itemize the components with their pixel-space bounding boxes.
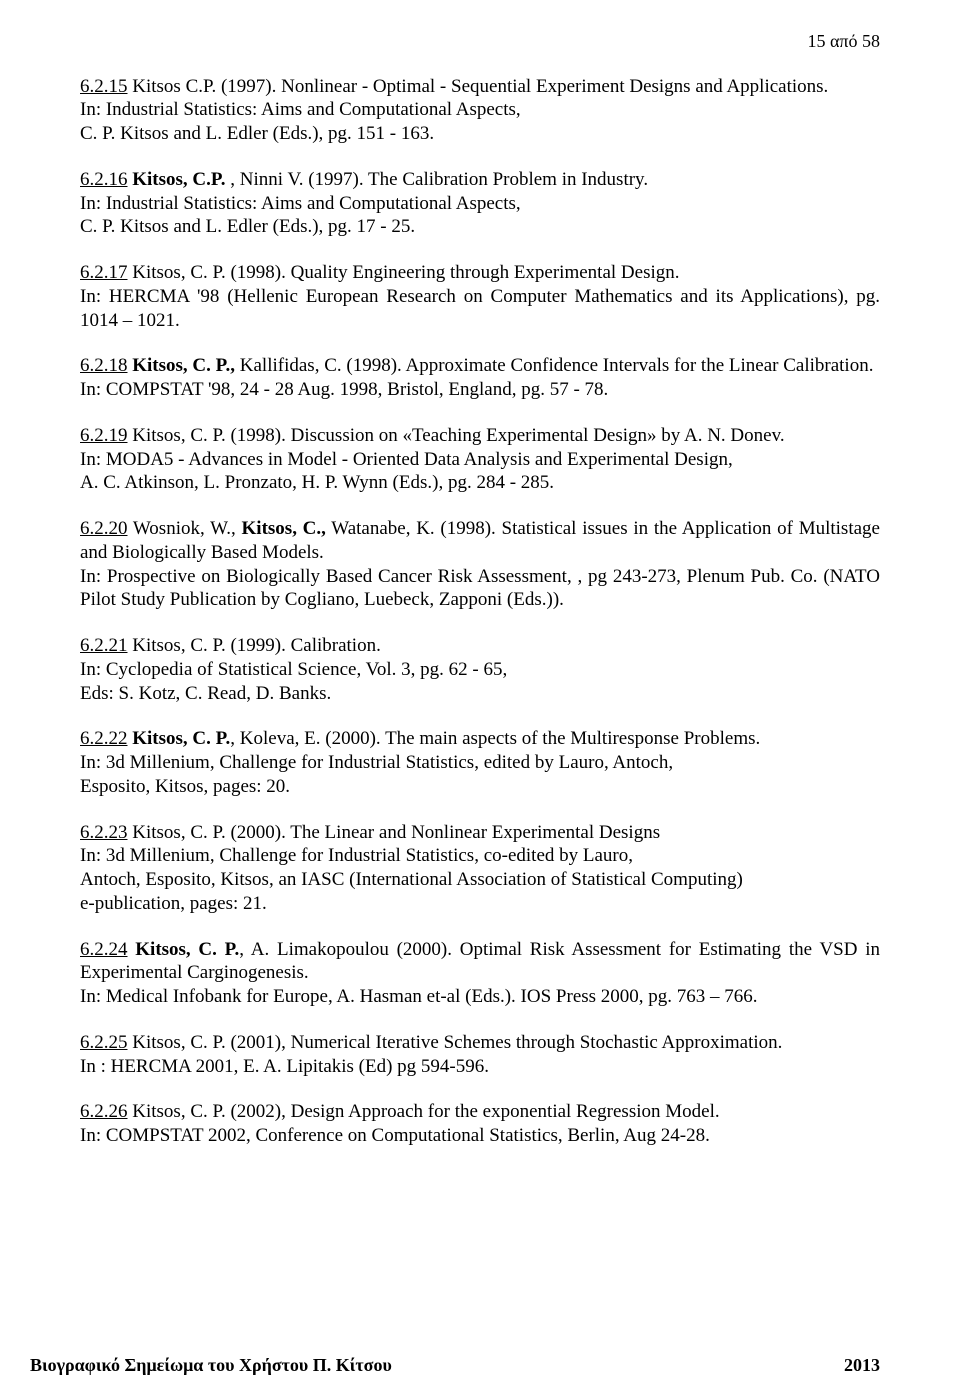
bibliography-entry: 6.2.16 Kitsos, C.P. , Ninni V. (1997). T… [80, 168, 880, 239]
entry-line: Eds: S. Kotz, C. Read, D. Banks. [80, 682, 880, 706]
entry-line: C. P. Kitsos and L. Edler (Eds.), pg. 17… [80, 215, 880, 239]
entry-line: In : HERCMA 2001, E. A. Lipitakis (Ed) p… [80, 1055, 880, 1079]
entry-number: 6.2.16 [80, 169, 128, 190]
entry-number: 6.2.24 [80, 939, 128, 960]
footer-right: 2013 [844, 1354, 880, 1377]
entry-line: In: HERCMA '98 (Hellenic European Resear… [80, 285, 880, 333]
entry-title: Numerical Iterative Schemes through Stoc… [291, 1032, 783, 1053]
entry-line: In: MODA5 - Advances in Model - Oriented… [80, 448, 880, 472]
bibliography-entry: 6.2.15 Kitsos C.P. (1997). Nonlinear - O… [80, 75, 880, 146]
entry-title: The main aspects of the Multiresponse Pr… [385, 728, 760, 749]
entry-author-after: , Koleva, E. (2000). [230, 728, 385, 749]
entry-line: In: COMPSTAT '98, 24 - 28 Aug. 1998, Bri… [80, 378, 880, 402]
bibliography-entry: 6.2.18 Kitsos, C. P., Kallifidas, C. (19… [80, 354, 880, 402]
bibliography-entry: 6.2.22 Kitsos, C. P., Koleva, E. (2000).… [80, 727, 880, 798]
entry-number: 6.2.15 [80, 76, 128, 97]
entry-line: C. P. Kitsos and L. Edler (Eds.), pg. 15… [80, 122, 880, 146]
entry-author-after: , Ninni V. (1997). [226, 169, 369, 190]
entry-author-after: , A. Limakopoulou (2000). [239, 939, 459, 960]
entry-author-year: Kitsos C.P. (1997). [128, 76, 282, 97]
page-footer: Βιογραφικό Σημείωμα του Χρήστου Π. Κίτσο… [0, 1354, 880, 1377]
entry-title: The Calibration Problem in Industry. [368, 169, 648, 190]
entry-title: Approximate Confidence Intervals for the… [405, 355, 873, 376]
entry-author-bold: Kitsos, C.P. [128, 169, 226, 190]
entry-title: Design Approach for the exponential Regr… [291, 1101, 720, 1122]
entry-number: 6.2.21 [80, 635, 128, 656]
entry-author-pre: Wosniok, W., [128, 518, 242, 539]
entries-list: 6.2.15 Kitsos C.P. (1997). Nonlinear - O… [80, 75, 880, 1148]
entry-line: In: Industrial Statistics: Aims and Comp… [80, 192, 880, 216]
entry-author-year: Kitsos, C. P. (2001), [128, 1032, 291, 1053]
entry-number: 6.2.23 [80, 822, 128, 843]
entry-title: Calibration. [291, 635, 381, 656]
entry-number: 6.2.25 [80, 1032, 128, 1053]
bibliography-entry: 6.2.24 Kitsos, C. P., A. Limakopoulou (2… [80, 938, 880, 1009]
footer-left: Βιογραφικό Σημείωμα του Χρήστου Π. Κίτσο… [30, 1354, 392, 1377]
entry-number: 6.2.26 [80, 1101, 128, 1122]
entry-number: 6.2.18 [80, 355, 128, 376]
entry-author-bold: Kitsos, C. P. [128, 939, 240, 960]
entry-author-after: Kallifidas, C. (1998). [235, 355, 405, 376]
bibliography-entry: 6.2.25 Kitsos, C. P. (2001), Numerical I… [80, 1031, 880, 1079]
entry-author-bold: Kitsos, C. P., [128, 355, 236, 376]
bibliography-entry: 6.2.19 Kitsos, C. P. (1998). Discussion … [80, 424, 880, 495]
entry-line: In: Cyclopedia of Statistical Science, V… [80, 658, 880, 682]
entry-author-year: Kitsos, C. P. (1998). [128, 262, 291, 283]
entry-title: The Linear and Nonlinear Experimental De… [290, 822, 660, 843]
entry-line: In: Industrial Statistics: Aims and Comp… [80, 98, 880, 122]
page-indicator: 15 από 58 [807, 31, 880, 51]
entry-author-bold: Kitsos, C., [242, 518, 326, 539]
entry-author-year: Kitsos, C. P. (1999). [128, 635, 291, 656]
entry-line: In: COMPSTAT 2002, Conference on Computa… [80, 1124, 880, 1148]
entry-title: Quality Engineering through Experimental… [291, 262, 680, 283]
bibliography-entry: 6.2.26 Kitsos, C. P. (2002), Design Appr… [80, 1100, 880, 1148]
entry-number: 6.2.17 [80, 262, 128, 283]
entry-author-bold: Kitsos, C. P. [128, 728, 231, 749]
entry-line: Antoch, Esposito, Kitsos, an IASC (Inter… [80, 868, 880, 892]
entry-author-year: Kitsos, C. P. (2000). [128, 822, 291, 843]
entry-title: Nonlinear - Optimal - Sequential Experim… [281, 76, 828, 97]
entry-line: Esposito, Kitsos, pages: 20. [80, 775, 880, 799]
entry-line: In: 3d Millenium, Challenge for Industri… [80, 751, 880, 775]
bibliography-entry: 6.2.17 Kitsos, C. P. (1998). Quality Eng… [80, 261, 880, 332]
entry-number: 6.2.20 [80, 518, 128, 539]
entry-line: In: Prospective on Biologically Based Ca… [80, 565, 880, 613]
entry-number: 6.2.22 [80, 728, 128, 749]
entry-author-year: Kitsos, C. P. (1998). [128, 425, 291, 446]
entry-line: In: Medical Infobank for Europe, A. Hasm… [80, 985, 880, 1009]
entry-author-year: Kitsos, C. P. (2002), [128, 1101, 291, 1122]
entry-line: In: 3d Millenium, Challenge for Industri… [80, 844, 880, 868]
entry-author-after: Watanabe, K. (1998). [326, 518, 502, 539]
bibliography-entry: 6.2.21 Kitsos, C. P. (1999). Calibration… [80, 634, 880, 705]
entry-line: A. C. Atkinson, L. Pronzato, H. P. Wynn … [80, 471, 880, 495]
bibliography-entry: 6.2.20 Wosniok, W., Kitsos, C., Watanabe… [80, 517, 880, 612]
entry-number: 6.2.19 [80, 425, 128, 446]
page-header: 15 από 58 [80, 30, 880, 53]
entry-line: e-publication, pages: 21. [80, 892, 880, 916]
bibliography-entry: 6.2.23 Kitsos, C. P. (2000). The Linear … [80, 821, 880, 916]
entry-title: Discussion on «Teaching Experimental Des… [291, 425, 785, 446]
